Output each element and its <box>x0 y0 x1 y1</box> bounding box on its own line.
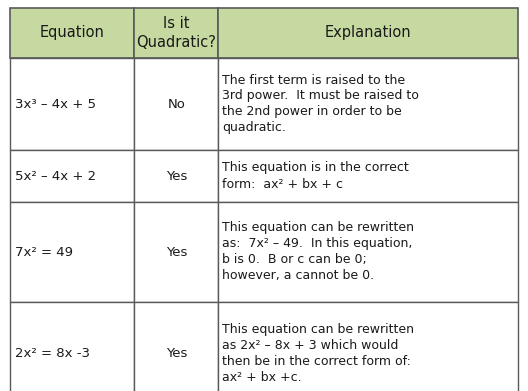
Text: 5x² – 4x + 2: 5x² – 4x + 2 <box>15 170 96 183</box>
Text: This equation can be rewritten
as:  7x² – 49.  In this equation,
b is 0.  B or c: This equation can be rewritten as: 7x² –… <box>222 221 414 283</box>
Text: Yes: Yes <box>166 347 187 360</box>
Text: This equation can be rewritten
as 2x² – 8x + 3 which would
then be in the correc: This equation can be rewritten as 2x² – … <box>222 323 414 384</box>
Text: The first term is raised to the
3rd power.  It must be raised to
the 2nd power i: The first term is raised to the 3rd powe… <box>222 74 419 135</box>
Bar <box>10 8 135 58</box>
Text: 2x² = 8x -3: 2x² = 8x -3 <box>15 347 90 360</box>
Bar <box>218 202 518 302</box>
Text: Is it
Quadratic?: Is it Quadratic? <box>136 16 216 50</box>
Text: 7x² = 49: 7x² = 49 <box>15 246 73 258</box>
Bar <box>218 8 518 58</box>
Text: Yes: Yes <box>166 170 187 183</box>
Bar <box>218 58 518 150</box>
Bar <box>135 302 218 391</box>
Bar <box>10 302 135 391</box>
Text: 3x³ – 4x + 5: 3x³ – 4x + 5 <box>15 97 96 111</box>
Bar <box>10 150 135 202</box>
Text: Equation: Equation <box>40 25 105 41</box>
Text: This equation is in the correct
form:  ax² + bx + c: This equation is in the correct form: ax… <box>222 161 409 190</box>
Text: Yes: Yes <box>166 246 187 258</box>
Bar <box>135 150 218 202</box>
Bar <box>10 58 135 150</box>
Bar <box>135 58 218 150</box>
Bar <box>10 202 135 302</box>
Text: Explanation: Explanation <box>325 25 411 41</box>
Bar <box>135 202 218 302</box>
Text: No: No <box>167 97 185 111</box>
Bar <box>135 8 218 58</box>
Bar <box>218 302 518 391</box>
Bar <box>218 150 518 202</box>
